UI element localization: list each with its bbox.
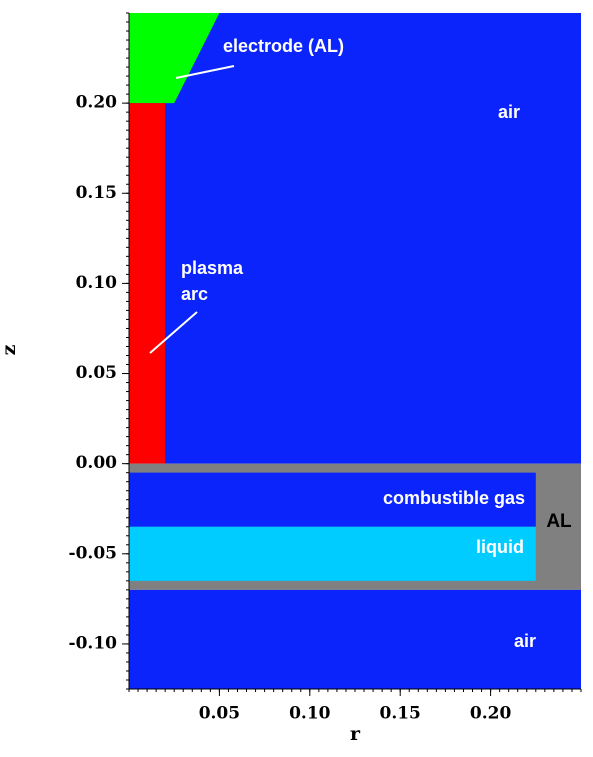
y-tick-label: 0.00 <box>76 453 118 473</box>
x-tick-label: 0.20 <box>470 704 512 724</box>
region <box>129 589 581 689</box>
y-tick-label: 0.20 <box>76 93 118 113</box>
region <box>129 526 536 581</box>
y-tick-label: -0.10 <box>69 633 118 653</box>
regions <box>129 13 581 689</box>
region <box>129 472 536 527</box>
region <box>129 13 581 464</box>
region-label: plasma <box>181 258 244 278</box>
region-label: AL <box>546 511 572 532</box>
region-label: arc <box>181 284 208 304</box>
y-tick-label: 0.05 <box>76 363 117 383</box>
y-axis-label: z <box>0 344 20 355</box>
region-label: air <box>498 102 520 122</box>
leader-line <box>175 65 235 79</box>
region <box>129 103 166 464</box>
y-tick-label: 0.10 <box>76 273 118 293</box>
y-tick-label: 0.15 <box>76 183 117 203</box>
region <box>129 13 220 104</box>
region-label: combustible gas <box>383 488 525 508</box>
region-label: electrode (AL) <box>223 36 344 56</box>
y-tick-label: -0.05 <box>69 543 117 563</box>
x-tick-label: 0.05 <box>199 704 240 724</box>
leader-line <box>149 311 198 354</box>
region-label: air <box>514 631 536 651</box>
region-label: liquid <box>476 537 524 557</box>
x-tick-label: 0.10 <box>289 704 331 724</box>
axes: -0.10 -0.05 0.00 0.05 0.10 0.15 0.20 0.05 0.10 0.… <box>69 12 582 724</box>
x-tick-label: 0.15 <box>379 704 420 724</box>
x-axis-label: r <box>350 723 361 745</box>
